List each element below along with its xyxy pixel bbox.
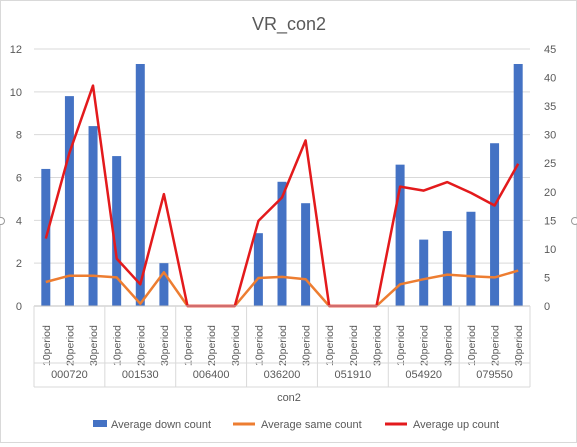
bar: [442, 231, 452, 306]
x-tick-label: 20period: [419, 325, 431, 366]
x-tick-label: 20period: [490, 325, 502, 366]
y-right-tick-label: 30: [544, 130, 556, 142]
x-tick-label: 30period: [88, 325, 100, 366]
y-right-tick-label: 25: [544, 158, 556, 170]
x-tick-label: 10period: [466, 325, 478, 366]
x-tick-label: 20period: [348, 325, 360, 366]
legend-entry: Average up count: [413, 419, 499, 431]
x-tick-label: 30period: [230, 325, 242, 366]
bar: [253, 233, 263, 306]
y-left-tick-label: 4: [16, 215, 22, 227]
x-tick-label: 10period: [253, 325, 265, 366]
bar: [513, 63, 523, 306]
y-left-tick-label: 0: [16, 301, 22, 313]
bar: [135, 63, 145, 306]
bar: [112, 156, 122, 306]
x-tick-label: 30period: [159, 325, 171, 366]
bar: [301, 203, 311, 306]
bar: [395, 164, 405, 306]
resize-handle-left[interactable]: [0, 217, 5, 225]
bar: [159, 263, 169, 306]
x-tick-label: 20period: [206, 325, 218, 366]
legend-swatch-down: [93, 420, 107, 427]
y-right-tick-label: 15: [544, 215, 556, 227]
bar: [64, 96, 74, 306]
x-tick-label: 20period: [135, 325, 147, 366]
y-right-tick-label: 0: [544, 301, 550, 313]
y-left-tick-label: 12: [10, 44, 22, 56]
x-tick-label: 10period: [395, 325, 407, 366]
line-series: [44, 84, 520, 308]
x-tick-label: 10period: [112, 325, 124, 366]
x-group-label: 006400: [193, 369, 230, 381]
bar: [277, 181, 287, 306]
x-tick-label: 10period: [324, 325, 336, 366]
y-right-tick-label: 45: [544, 44, 556, 56]
y-left-tick-label: 8: [16, 130, 22, 142]
x-tick-label: 20period: [277, 325, 289, 366]
bar-series-down: [41, 63, 523, 306]
legend: Average down count Average same count Aver…: [93, 419, 499, 431]
x-group-label: 001530: [122, 369, 159, 381]
bar: [88, 126, 98, 306]
x-tick-label: 20period: [64, 325, 76, 366]
x-tick-label: 30period: [513, 325, 525, 366]
bar: [419, 239, 429, 306]
line-series-same: [45, 269, 519, 308]
y-right-tick-label: 20: [544, 187, 556, 199]
y-left-tick-label: 6: [16, 173, 22, 185]
x-tick-label: 30period: [301, 325, 313, 366]
y-right-tick-label: 10: [544, 244, 556, 256]
bar: [490, 143, 500, 306]
x-group-label: 079550: [476, 369, 513, 381]
y-left-tick-label: 10: [10, 87, 22, 99]
legend-entry: Average down count: [111, 419, 211, 431]
x-tick-label: 30period: [442, 325, 454, 366]
x-group-label: 036200: [264, 369, 301, 381]
x-tick-label: 10period: [183, 325, 195, 366]
x-axis-title: con2: [277, 392, 301, 404]
x-tick-label: 30period: [371, 325, 383, 366]
bar: [466, 211, 476, 306]
legend-entry: Average same count: [261, 419, 362, 431]
x-group-label: 054920: [405, 369, 442, 381]
x-tick-label: 10period: [41, 325, 53, 366]
y-right-tick-label: 35: [544, 101, 556, 113]
y-left-tick-label: 2: [16, 258, 22, 270]
axes: 0 2 4 6 8 10 12 0 5 10 15 20 25 30 35 40 45 10period 20per…: [10, 44, 556, 388]
y-right-tick-label: 5: [544, 272, 550, 284]
x-group-label: 051910: [334, 369, 371, 381]
chart-title: VR_con2: [252, 14, 326, 35]
line-series-up: [44, 84, 520, 308]
x-group-label: 000720: [51, 369, 88, 381]
resize-handle-right[interactable]: [571, 217, 577, 225]
y-right-tick-label: 40: [544, 73, 556, 85]
